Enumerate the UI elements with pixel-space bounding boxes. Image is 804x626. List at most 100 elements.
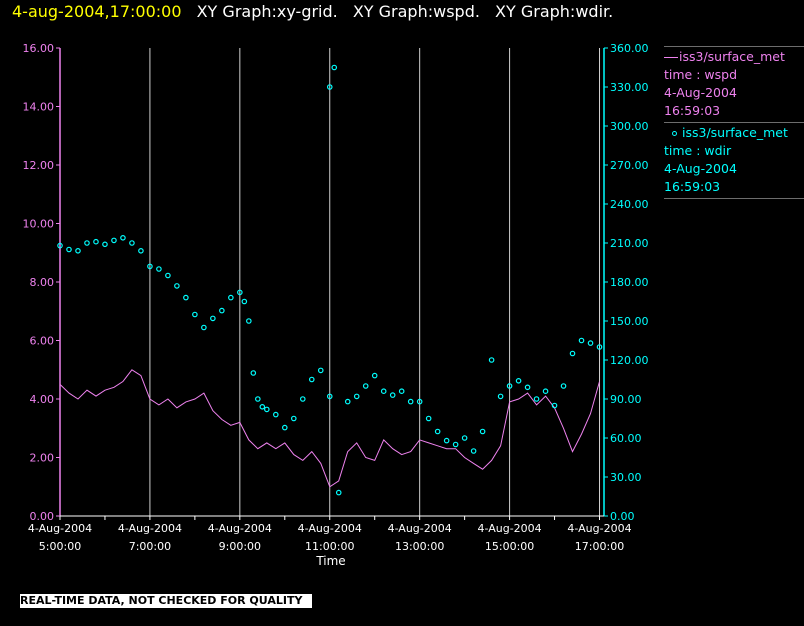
y-right-tick-label: 360.00 [610, 42, 649, 55]
wdir-point [147, 263, 153, 270]
graph-title-wspd: XY Graph:wspd. [352, 2, 480, 21]
legend-wdir-variable: time : wdir [664, 143, 732, 158]
y-right-tick-label: 270.00 [610, 159, 649, 172]
x-tick-time-label: 11:00:00 [305, 540, 354, 553]
wdir-point [479, 428, 486, 435]
wdir-point [470, 448, 477, 454]
y-left-tick-label: 4.00 [30, 393, 55, 406]
wdir-point [273, 411, 279, 418]
x-axis-label: Time [315, 554, 345, 568]
x-tick-time-label: 7:00:00 [129, 540, 171, 553]
wdir-point [551, 402, 558, 409]
grid-layer [149, 48, 601, 516]
wdir-point [102, 241, 108, 248]
y-left-tick-label: 14.00 [23, 101, 55, 114]
graph-title-xy-grid: XY Graph:xy-grid. [196, 2, 338, 21]
wdir-point [156, 266, 162, 272]
wdir-point [398, 388, 405, 395]
wdir-point [326, 393, 333, 400]
wspd-series-line [59, 369, 600, 488]
wdir-point [246, 318, 252, 324]
wdir-point [210, 315, 216, 322]
wdir-point [66, 246, 72, 253]
wdir-point [317, 367, 324, 374]
wdir-point [84, 240, 90, 246]
x-tick-date-label: 4-Aug-2004 [478, 522, 542, 535]
x-tick-date-label: 4-Aug-2004 [208, 522, 272, 535]
legend-wspd-date: 4-Aug-2004 [664, 85, 737, 100]
wdir-point [129, 240, 135, 246]
wdir-point [506, 383, 513, 389]
wdir-point [461, 435, 468, 441]
x-tick-date-label: 4-Aug-2004 [298, 522, 362, 535]
legend-entry-wspd: iss3/surface_met time : wspd 4-Aug-2004 … [664, 47, 804, 123]
wdir-point [587, 340, 594, 346]
wdir-point [416, 398, 423, 405]
wdir-point [596, 344, 603, 350]
wdir-point [488, 357, 495, 363]
y-right-tick-label: 120.00 [610, 354, 649, 367]
wdir-point [425, 415, 432, 422]
y-right-tick-label: 30.00 [610, 471, 642, 484]
x-tick-time-label: 9:00:00 [219, 540, 261, 553]
y-left-tick-label: 2.00 [30, 452, 55, 465]
x-tick-date-label: 4-Aug-2004 [118, 522, 182, 535]
legend-wdir-source: iss3/surface_met [682, 125, 788, 140]
wdir-point [331, 64, 338, 71]
y-right-tick-label: 180.00 [610, 276, 649, 289]
y-right-tick-label: 330.00 [610, 81, 649, 94]
wdir-point [219, 307, 225, 314]
wdir-point [308, 376, 315, 383]
y-right-tick-label: 150.00 [610, 315, 649, 328]
x-tick-time-label: 5:00:00 [39, 540, 81, 553]
y-left-tick-label: 8.00 [30, 276, 55, 289]
wdir-point [259, 403, 266, 410]
wdir-point [362, 383, 369, 389]
wdir-point [281, 424, 288, 431]
x-tick-date-label: 4-Aug-2004 [28, 522, 92, 535]
wdir-point [443, 437, 450, 444]
legend-wdir-time: 16:59:03 [664, 179, 721, 194]
wdir-point [407, 398, 414, 405]
wdir-point [255, 396, 261, 402]
wdir-point [434, 428, 441, 435]
wdir-point [120, 235, 126, 241]
x-tick-date-label: 4-Aug-2004 [388, 522, 452, 535]
wdir-point [326, 84, 333, 90]
circle-symbol-icon [672, 131, 677, 136]
y-right-tick-label: 60.00 [610, 432, 642, 445]
y-left-tick-label: 10.00 [23, 218, 55, 231]
wdir-point [389, 392, 396, 398]
y-left-tick-label: 12.00 [23, 159, 55, 172]
wdir-point [515, 377, 522, 384]
y-left-tick-label: 16.00 [23, 42, 55, 55]
series-layer [57, 64, 603, 496]
wdir-point [497, 393, 504, 400]
wdir-point [380, 388, 387, 395]
legend: iss3/surface_met time : wspd 4-Aug-2004 … [664, 47, 804, 199]
graph-title-wdir: XY Graph:wdir. [495, 2, 614, 21]
wdir-point [299, 396, 306, 402]
wdir-point [344, 398, 351, 405]
wdir-point [560, 383, 567, 389]
wdir-point [524, 384, 531, 391]
legend-wspd-source: iss3/surface_met [679, 49, 785, 64]
timestamp-title: 4-aug-2004,17:00:00 [12, 2, 182, 21]
wdir-point [533, 396, 540, 402]
y-right-tick-label: 0.00 [610, 510, 635, 523]
wdir-point [241, 298, 248, 305]
legend-wspd-variable: time : wspd [664, 67, 738, 82]
y-right-tick-label: 300.00 [610, 120, 649, 133]
wdir-point [542, 388, 549, 395]
wdir-point [93, 238, 99, 245]
wdir-point [250, 370, 257, 376]
title-bar: 4-aug-2004,17:00:00 XY Graph:xy-grid. XY… [12, 0, 613, 24]
axes-layer: 0.00 2.00 4.00 6.00 8.00 10.00 12.00 14.00 16.00… [23, 42, 649, 553]
wdir-point [371, 372, 378, 379]
quality-disclaimer: REAL-TIME DATA, NOT CHECKED FOR QUALITY [20, 594, 313, 608]
wdir-point [569, 350, 576, 357]
legend-wspd-time: 16:59:03 [664, 103, 721, 118]
wdir-point [335, 489, 342, 496]
legend-divider [664, 46, 804, 47]
